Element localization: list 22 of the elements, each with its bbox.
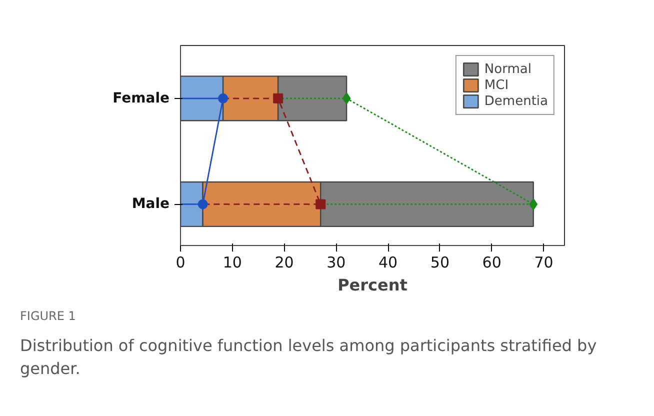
x-tick-label: 10 bbox=[222, 254, 242, 272]
x-tick-label: 40 bbox=[378, 254, 398, 272]
x-tick-label: 70 bbox=[534, 254, 554, 272]
caption: FIGURE 1 bbox=[20, 308, 76, 325]
x-tick-label: 20 bbox=[274, 254, 294, 272]
point bbox=[218, 93, 228, 104]
legend-label: Normal bbox=[484, 61, 532, 77]
x-tick-label: 50 bbox=[430, 254, 450, 272]
text: Distribution of cognitive function levels among participants stratified by gender. bbox=[20, 335, 598, 380]
y-tick-label: Female bbox=[112, 90, 170, 106]
x-tick-label: 60 bbox=[482, 254, 502, 272]
y-tick-label: Male bbox=[132, 196, 170, 212]
point bbox=[529, 198, 538, 210]
legend-label: MCI bbox=[484, 77, 509, 93]
point bbox=[316, 199, 326, 210]
point bbox=[342, 92, 351, 104]
point bbox=[273, 93, 284, 104]
x-axis-title: Percent bbox=[338, 276, 408, 294]
x-tick-label: 0 bbox=[176, 254, 186, 272]
x-tick-label: 30 bbox=[326, 254, 346, 272]
legend-label: Dementia bbox=[484, 93, 548, 109]
point bbox=[198, 199, 208, 210]
